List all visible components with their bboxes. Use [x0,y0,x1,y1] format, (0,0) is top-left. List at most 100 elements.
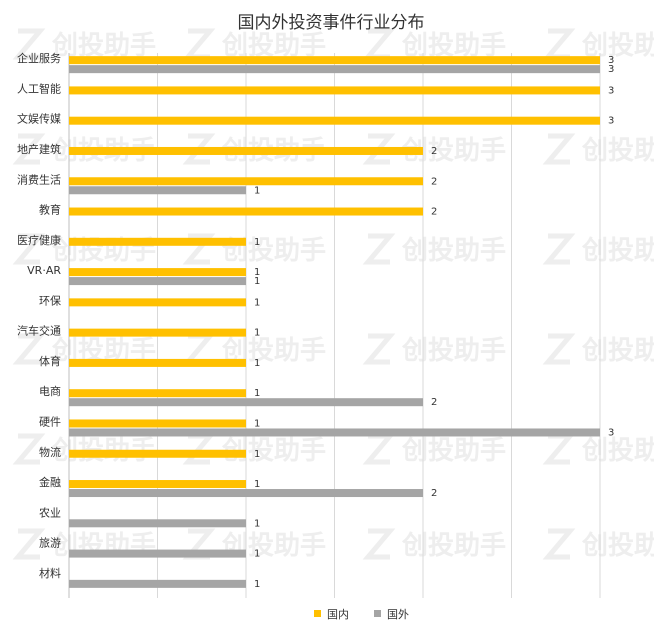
legend: 国内 国外 [314,607,409,621]
legend-label: 国内 [327,607,349,621]
legend-swatch [374,610,381,617]
watermark-logo [542,133,576,165]
bar-domestic [69,146,423,155]
watermark-text: 创投助手 [401,336,506,366]
data-label: 1 [254,267,260,278]
gridlines [68,53,601,598]
category-label: 汽车交通 [17,324,61,338]
watermark-text: 创投助手 [401,531,506,561]
watermark-logo [542,528,576,560]
watermark-text: 创投助手 [581,236,654,266]
data-label: 1 [254,276,260,287]
watermark-logo [542,28,576,60]
bar-domestic [69,480,246,489]
category-label: 消费生活 [17,172,61,186]
watermark-logo [362,28,396,60]
bar-foreign [69,65,600,74]
bar-domestic [69,116,600,125]
watermark-logo [542,433,576,465]
bar-foreign [69,277,246,286]
watermark-logo [542,233,576,265]
bar-domestic [69,56,600,65]
legend-label: 国外 [387,608,409,621]
category-label: 农业 [39,505,61,519]
bars [69,56,600,588]
category-label: 人工智能 [17,81,61,95]
category-label: 文娱传媒 [17,112,61,126]
data-label: 1 [254,358,260,369]
data-label: 3 [608,55,614,66]
watermark-logo [362,333,396,365]
bar-domestic [69,328,246,337]
category-label: 金融 [39,475,61,489]
watermark-text: 创投助手 [401,436,506,466]
bar-foreign [69,519,246,528]
data-label: 1 [254,388,260,399]
bar-domestic [69,207,423,216]
watermark-logo [12,333,46,365]
watermark-text: 创投助手 [581,31,654,61]
bar-domestic [69,419,246,428]
watermark-logo [182,233,216,265]
watermark-logo [12,233,46,265]
bar-foreign [69,549,246,558]
watermark-logo [362,528,396,560]
category-label: VR·AR [27,264,61,277]
bar-domestic [69,237,246,246]
category-label: 旅游 [39,536,61,550]
category-label: 体育 [39,354,61,368]
category-label: 教育 [39,203,61,217]
bar-domestic [69,358,246,367]
watermark-text: 创投助手 [401,236,506,266]
watermark-logo [362,433,396,465]
category-label: 物流 [39,445,61,459]
data-label: 1 [254,185,260,196]
data-label: 1 [254,237,260,248]
legend-swatch [314,610,321,617]
watermark-logo [362,233,396,265]
data-label: 3 [608,64,614,75]
data-label: 1 [254,549,260,560]
data-label: 1 [254,297,260,308]
watermark-logo [12,433,46,465]
bar-domestic [69,449,246,458]
data-label: 2 [431,488,437,499]
watermark-logo [12,133,46,165]
bar-domestic [69,86,600,95]
watermark-text: 创投助手 [581,136,654,166]
watermark-text: 创投助手 [581,531,654,561]
watermark-text: 创投助手 [581,336,654,366]
data-label: 1 [254,579,260,590]
watermark-logo [12,28,46,60]
bar-foreign [69,579,246,588]
data-label: 1 [254,479,260,490]
category-label: 电商 [39,384,61,398]
watermark-layer: 创投助手创投助手创投助手创投助手创投助手创投助手创投助手创投助手创投助手创投助手… [12,28,654,561]
data-label: 3 [608,427,614,438]
bar-domestic [69,177,423,186]
bar-domestic [69,298,246,307]
data-label: 2 [431,176,437,187]
data-label: 3 [608,116,614,127]
category-label: 材料 [39,566,61,580]
data-label: 1 [254,449,260,460]
data-label: 1 [254,328,260,339]
category-label: 医疗健康 [17,233,61,247]
chart-title: 国内外投资事件行业分布 [238,13,425,33]
data-label: 1 [254,418,260,429]
watermark-text: 创投助手 [221,31,326,61]
data-label: 2 [431,397,437,408]
watermark-logo [182,28,216,60]
watermark-logo [12,528,46,560]
bar-domestic [69,389,246,398]
watermark-logo [542,333,576,365]
data-label: 2 [431,207,437,218]
category-label: 硬件 [39,415,61,428]
data-label: 3 [608,85,614,96]
category-label: 企业服务 [17,51,61,65]
category-label: 地产建筑 [17,142,61,156]
bar-foreign [69,428,600,437]
